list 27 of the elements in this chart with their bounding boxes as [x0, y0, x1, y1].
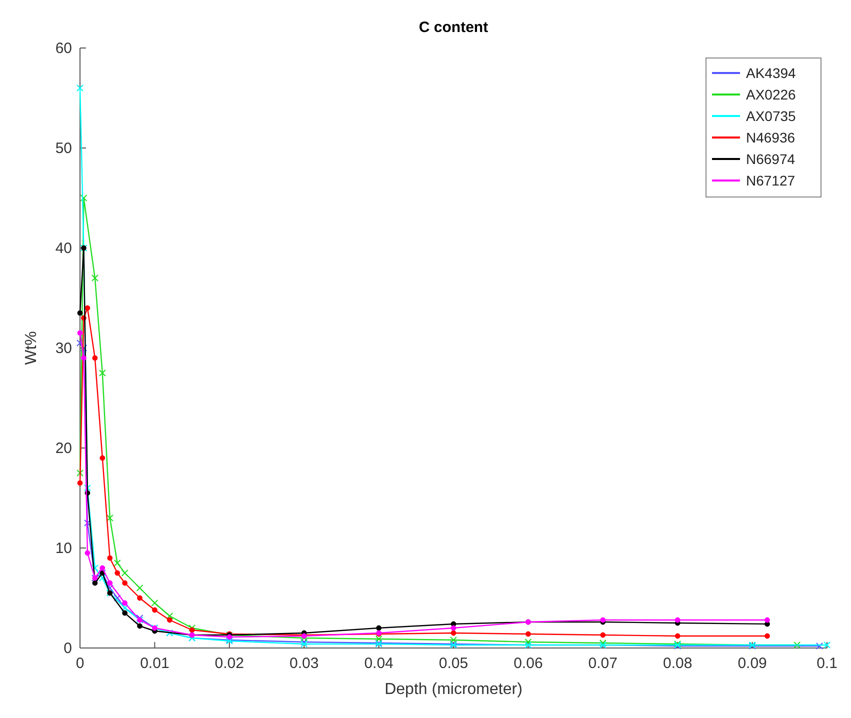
- x-tick-label: 0.02: [214, 655, 244, 672]
- y-tick-label: 0: [64, 640, 72, 657]
- y-tick-label: 30: [55, 340, 72, 357]
- y-tick-label: 10: [55, 540, 72, 557]
- x-tick-label: 0.03: [290, 655, 319, 672]
- legend-label: N67127: [746, 172, 796, 188]
- legend-label: N66974: [746, 151, 796, 167]
- x-tick-label: 0.09: [738, 655, 767, 672]
- x-tick-label: 0.01: [140, 655, 170, 672]
- legend-label: AX0226: [746, 86, 796, 102]
- x-tick-label: 0.06: [514, 655, 543, 672]
- x-tick-label: 0: [76, 655, 84, 672]
- x-axis-title: Depth (micrometer): [384, 681, 522, 698]
- y-tick-label: 50: [55, 140, 72, 157]
- legend-label: AX0735: [746, 108, 796, 124]
- y-tick-label: 20: [55, 440, 72, 457]
- y-axis-title: Wt%: [23, 331, 40, 365]
- x-tick-label: 0.07: [588, 655, 618, 672]
- chart-title: C content: [418, 19, 488, 36]
- y-tick-label: 40: [55, 240, 72, 257]
- x-tick-label: 0.05: [438, 655, 468, 672]
- legend-label: AK4394: [746, 65, 796, 81]
- legend-label: N46936: [746, 130, 796, 146]
- x-tick-label: 0.1: [816, 655, 838, 672]
- x-tick-label: 0.08: [663, 655, 692, 672]
- y-tick-label: 60: [55, 40, 72, 57]
- x-tick-label: 0.04: [364, 655, 394, 672]
